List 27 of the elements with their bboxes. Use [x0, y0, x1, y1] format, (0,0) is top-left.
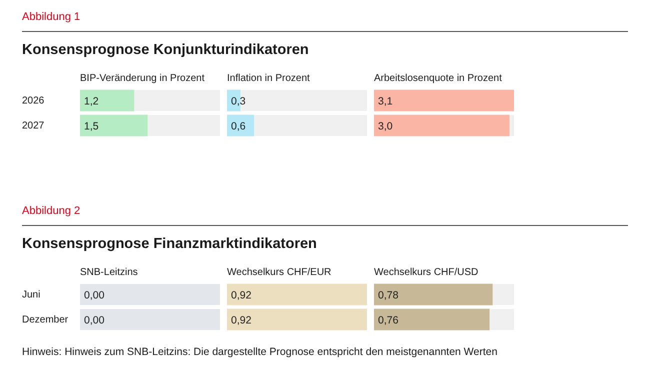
data-label: 0,92 [231, 314, 252, 326]
y-tick-label: 2026 [22, 95, 45, 106]
text: Hinweis: Hinweis zum SNB-Leitzins: Die dargestellte Prognose entspricht den meistgenannten Werten [22, 346, 498, 358]
data-label: 0,6 [231, 120, 246, 132]
series-label: Wechselkurs CHF/EUR [227, 266, 332, 280]
data-label: 1,2 [84, 95, 99, 108]
chart-title: Konsensprognose Konjunkturindikatoren [22, 42, 310, 60]
text: Konsensprognose Finanzmarktindikatoren [22, 236, 318, 254]
chart-subtitle: Abbildung 1 [22, 10, 82, 25]
series-label: BIP-Veränderung in Prozent [79, 72, 206, 86]
data-label: 0,76 [378, 314, 399, 326]
y-tick-label: 2027 [22, 120, 45, 132]
data-label: 0,78 [378, 289, 399, 302]
data-label: 0,92 [231, 289, 252, 302]
data-label: 0,3 [231, 95, 246, 108]
series-label: Inflation in Prozent [227, 72, 311, 86]
category-label: Dezember [22, 314, 69, 326]
series-label: Wechselkurs CHF/USD [374, 266, 480, 280]
text: Abbildung 2 [22, 204, 82, 219]
series-label: Arbeitslosenquote in Prozent [374, 72, 503, 86]
data-label: 0,00 [84, 314, 105, 326]
data-label: 1,5 [84, 120, 99, 132]
category-label: Juni [22, 289, 40, 300]
series-label: SNB-Leitzins [79, 266, 139, 280]
data-label: 0,00 [84, 289, 105, 302]
data-label: 3,0 [378, 120, 393, 132]
data-label: 3,1 [378, 95, 393, 108]
